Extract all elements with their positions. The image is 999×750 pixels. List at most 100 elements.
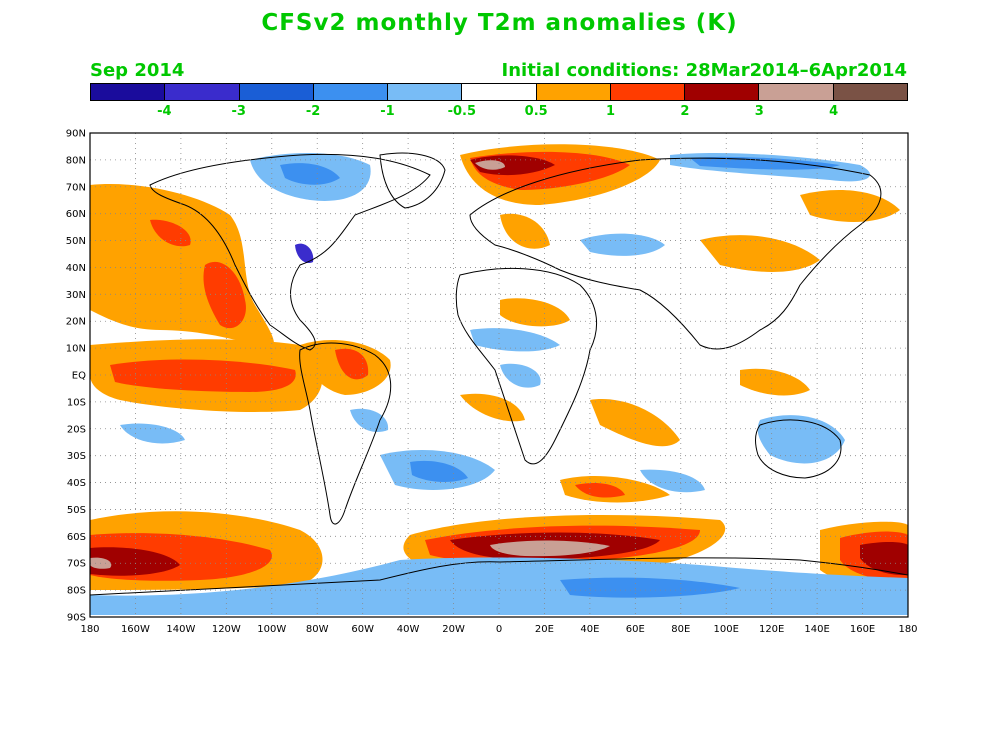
longitude-label: 60E bbox=[626, 624, 645, 635]
anomaly-warm-region bbox=[90, 547, 180, 576]
longitude-label: 160E bbox=[850, 624, 875, 635]
latitude-label: 60N bbox=[66, 209, 86, 220]
colorbar-tick-label: -4 bbox=[157, 104, 172, 119]
longitude-label: 80W bbox=[306, 624, 329, 635]
anomaly-warm-region bbox=[335, 348, 369, 380]
longitude-label: 160W bbox=[121, 624, 150, 635]
anomaly-warm-region bbox=[203, 261, 246, 329]
latitude-label: 20N bbox=[66, 317, 86, 328]
colorbar-swatch bbox=[388, 84, 463, 100]
colorbar-tick-label: 4 bbox=[829, 104, 839, 119]
longitude-label: 0 bbox=[496, 624, 502, 635]
colorbar-tick-label: -3 bbox=[231, 104, 246, 119]
plot-frame bbox=[89, 132, 909, 618]
latitude-label: 50S bbox=[67, 505, 86, 516]
latitude-label: 40S bbox=[67, 478, 86, 489]
anomaly-cool-region bbox=[295, 243, 314, 264]
anomaly-warm-region bbox=[700, 235, 820, 272]
latitude-label: 30N bbox=[66, 290, 86, 301]
colorbar-labels: -4 -3 -2 -1 -0.5 0.5 1 2 3 4 bbox=[90, 104, 908, 120]
longitude-label: 80E bbox=[671, 624, 690, 635]
colorbar-swatch bbox=[759, 84, 834, 100]
south-america-coastline bbox=[299, 342, 392, 525]
colorbar-tick-label: -1 bbox=[380, 104, 395, 119]
anomaly-cool-region bbox=[90, 557, 908, 615]
anomaly-warm-region bbox=[150, 219, 191, 247]
longitude-label: 100W bbox=[257, 624, 286, 635]
colorbar-swatch bbox=[536, 84, 611, 100]
anomaly-cool-region bbox=[500, 363, 541, 388]
anomaly-warm-region bbox=[110, 359, 296, 392]
latitude-label: 70S bbox=[67, 559, 86, 570]
longitude-label: 180 bbox=[80, 624, 99, 635]
colorbar bbox=[90, 83, 908, 101]
colorbar-tick-label: 1 bbox=[606, 104, 616, 119]
anomaly-cool-region bbox=[560, 577, 740, 598]
longitude-label: 20W bbox=[442, 624, 465, 635]
longitude-label: 140W bbox=[166, 624, 195, 635]
colorbar-swatch bbox=[313, 84, 389, 100]
colorbar-tick-label: -0.5 bbox=[447, 104, 477, 119]
colorbar-tick-label: -2 bbox=[305, 104, 321, 119]
longitude-label: 120W bbox=[212, 624, 241, 635]
anomaly-warm-region bbox=[90, 184, 275, 350]
anomaly-cool-region bbox=[350, 408, 389, 432]
colorbar-swatch bbox=[91, 84, 166, 100]
colorbar-swatch bbox=[610, 84, 686, 100]
anomaly-warm-region bbox=[575, 483, 625, 498]
anomaly-warm-region bbox=[500, 298, 570, 327]
anomaly-cool-region bbox=[580, 233, 665, 256]
longitude-label: 60W bbox=[351, 624, 374, 635]
anomaly-warm-region bbox=[490, 540, 610, 557]
anomaly-warm-region bbox=[860, 541, 908, 576]
latitude-label: 10N bbox=[66, 344, 86, 355]
anomaly-warm-region bbox=[460, 393, 525, 422]
anomaly-fields bbox=[90, 144, 908, 615]
africa-coastline bbox=[455, 267, 598, 465]
latitude-label: 60S bbox=[67, 532, 86, 543]
latitude-label: 40N bbox=[66, 263, 86, 274]
colorbar-tick-label: 2 bbox=[680, 104, 690, 119]
colorbar-tick-label: 3 bbox=[754, 104, 764, 119]
latitude-label: EQ bbox=[72, 371, 86, 382]
longitude-label: 120E bbox=[759, 624, 784, 635]
latitude-label: 80N bbox=[66, 155, 86, 166]
colorbar-swatch bbox=[685, 84, 760, 100]
graticule bbox=[90, 133, 908, 617]
colorbar-swatch bbox=[165, 84, 240, 100]
longitude-label: 100E bbox=[714, 624, 739, 635]
anomaly-cool-region bbox=[280, 163, 340, 185]
longitude-labels: 180 160W 140W 120W 100W 80W 60W 40W 20W 0 20E 40E 60… bbox=[80, 624, 917, 635]
initial-conditions-label: Initial conditions: 28Mar2014–6Apr2014 bbox=[501, 60, 907, 81]
anomaly-cool-region bbox=[410, 460, 468, 482]
latitude-label: 90S bbox=[67, 613, 86, 624]
anomaly-warm-region bbox=[800, 190, 900, 222]
anomaly-warm-region bbox=[740, 368, 810, 396]
longitude-label: 180 bbox=[898, 624, 917, 635]
anomaly-warm-region bbox=[500, 213, 550, 249]
longitude-label: 40E bbox=[580, 624, 599, 635]
latitude-label: 70N bbox=[66, 182, 86, 193]
latitude-labels: 90N 80N 70N 60N 50N 40N 30N 20N 10N EQ 10S 20S 30S 40… bbox=[66, 129, 86, 624]
latitude-label: 10S bbox=[67, 397, 86, 408]
australia-coastline bbox=[755, 419, 842, 479]
anomaly-cool-region bbox=[640, 469, 705, 493]
latitude-label: 80S bbox=[67, 586, 86, 597]
greenland-coastline bbox=[379, 152, 446, 209]
latitude-label: 90N bbox=[66, 129, 86, 140]
anomaly-warm-region bbox=[590, 399, 680, 447]
anomaly-warm-region bbox=[475, 160, 505, 170]
latitude-label: 20S bbox=[67, 424, 86, 435]
longitude-label: 40W bbox=[397, 624, 420, 635]
anomaly-cool-region bbox=[470, 328, 560, 352]
colorbar-swatch bbox=[462, 84, 537, 100]
valid-month-label: Sep 2014 bbox=[90, 60, 185, 81]
latitude-label: 50N bbox=[66, 236, 86, 247]
map-title: CFSv2 monthly T2m anomalies (K) bbox=[261, 10, 738, 36]
anomaly-cool-region bbox=[690, 156, 840, 170]
latitude-label: 30S bbox=[67, 451, 86, 462]
anomaly-cool-region bbox=[757, 415, 845, 464]
europe-asia-coastline bbox=[469, 157, 882, 350]
colorbar-swatch bbox=[239, 84, 314, 100]
